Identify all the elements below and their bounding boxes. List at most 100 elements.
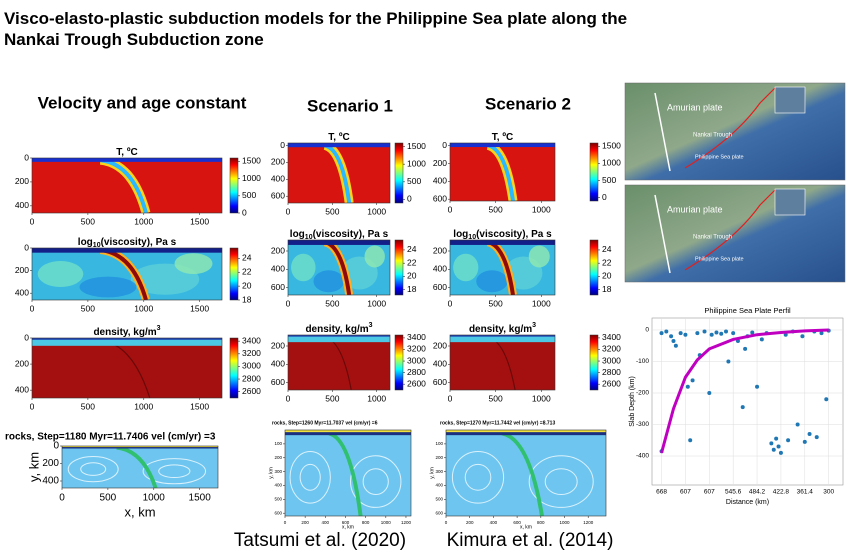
x-tick-label: 300 bbox=[823, 489, 834, 496]
x-tick-label: 0 bbox=[30, 303, 35, 313]
y-tick-label: -100 bbox=[636, 358, 649, 365]
title-sub: 10 bbox=[468, 234, 476, 241]
x-axis-label: x, km bbox=[342, 524, 354, 530]
x-tick-label: 500 bbox=[489, 393, 503, 403]
y-tick-label: 200 bbox=[271, 157, 285, 167]
plot-frame bbox=[449, 239, 556, 296]
x-tick-label: 1500 bbox=[190, 303, 209, 313]
plot-image bbox=[285, 430, 411, 516]
colorbar-label: 3000 bbox=[242, 361, 261, 371]
plot-image bbox=[32, 338, 222, 398]
streamline bbox=[289, 451, 331, 504]
y-tick-label: 200 bbox=[274, 455, 282, 460]
y-tick-label: -400 bbox=[636, 453, 649, 460]
point bbox=[695, 331, 700, 336]
streamline bbox=[544, 468, 578, 496]
y-tick-label: 200 bbox=[271, 245, 285, 255]
point bbox=[707, 390, 712, 395]
point bbox=[802, 439, 807, 444]
y-tick-label: 100 bbox=[435, 441, 443, 446]
panel-title: density, kg/m3 bbox=[305, 322, 372, 335]
x-tick-label: 422.8 bbox=[773, 489, 790, 496]
colorbar-label: 2800 bbox=[407, 367, 426, 377]
point bbox=[807, 431, 812, 436]
panel-title: density, kg/m3 bbox=[93, 325, 160, 338]
colorbar-label: 0 bbox=[602, 192, 607, 202]
colorbar-label: 18 bbox=[242, 294, 252, 304]
lithosphere bbox=[288, 240, 390, 245]
colorbar-label: 20 bbox=[242, 280, 252, 290]
point bbox=[673, 343, 678, 348]
x-axis-label: x, km bbox=[520, 524, 532, 530]
point bbox=[800, 334, 805, 339]
y-tick-label: 400 bbox=[15, 200, 29, 210]
title-sup: 3 bbox=[157, 325, 161, 332]
x-tick-label: 1000 bbox=[143, 493, 166, 504]
field bbox=[288, 335, 390, 390]
colorbar-label: 1500 bbox=[602, 141, 621, 151]
x-tick-label: 0 bbox=[30, 216, 35, 226]
point bbox=[664, 329, 669, 334]
sediment bbox=[62, 446, 218, 448]
plot-frame bbox=[31, 247, 223, 301]
x-tick-label: 484.2 bbox=[749, 489, 766, 496]
colorbar-label: 20 bbox=[602, 271, 612, 281]
title-sub: 10 bbox=[305, 234, 313, 241]
x-tick-label: 200 bbox=[301, 520, 309, 525]
plot-frame bbox=[284, 429, 412, 517]
y-tick-label: 0 bbox=[645, 327, 649, 334]
colorbar-label: 18 bbox=[602, 284, 612, 294]
x-tick-label: 600 bbox=[513, 520, 521, 525]
map-label: Nankai Trough bbox=[693, 235, 732, 241]
streamline bbox=[464, 463, 492, 491]
panel-title: log10(viscosity), Pa s bbox=[453, 229, 552, 241]
y-tick-label: 500 bbox=[274, 497, 282, 502]
plot-image bbox=[62, 446, 218, 488]
lithosphere bbox=[450, 143, 555, 148]
plot-frame bbox=[445, 429, 607, 517]
x-tick-label: 1500 bbox=[190, 401, 209, 411]
point bbox=[685, 384, 690, 389]
y-tick-label: 600 bbox=[271, 377, 285, 387]
point bbox=[795, 422, 800, 427]
profile-line bbox=[654, 92, 671, 172]
viscosity-blob bbox=[291, 253, 316, 282]
point bbox=[671, 339, 676, 344]
streamline bbox=[158, 464, 191, 479]
plot-image bbox=[288, 335, 390, 390]
title-text: T, ºC bbox=[492, 132, 513, 143]
map-label: Amurian plate bbox=[667, 204, 723, 214]
x-tick-label: 600 bbox=[342, 520, 350, 525]
streamline bbox=[299, 463, 321, 491]
y-axis-label: Slab Depth (km) bbox=[629, 376, 636, 427]
streamline bbox=[142, 458, 207, 485]
lithosphere bbox=[32, 158, 222, 162]
y-tick-label: 200 bbox=[271, 340, 285, 350]
colorbar-label: 500 bbox=[242, 190, 256, 200]
point bbox=[690, 378, 695, 383]
chart-title: Philippine Sea Plate Perfil bbox=[704, 306, 791, 315]
lithosphere bbox=[32, 248, 222, 253]
plot-image bbox=[450, 335, 555, 390]
y-tick-label: 600 bbox=[271, 282, 285, 292]
point bbox=[743, 346, 748, 351]
colorbar-label: 2600 bbox=[602, 378, 621, 388]
caption: Tatsumi et al. (2020) bbox=[234, 530, 406, 551]
point bbox=[774, 436, 779, 441]
point bbox=[683, 332, 688, 337]
x-tick-label: 0 bbox=[284, 520, 287, 525]
colorbar bbox=[394, 239, 404, 296]
title-text: density, kg/m bbox=[469, 324, 532, 335]
x-tick-label: 400 bbox=[322, 520, 330, 525]
point bbox=[824, 397, 829, 402]
colorbar bbox=[229, 157, 239, 214]
x-tick-label: 200 bbox=[466, 520, 474, 525]
map-label: Nankai Trough bbox=[693, 133, 732, 139]
point bbox=[750, 330, 755, 335]
streamline bbox=[67, 456, 119, 483]
y-tick-label: 400 bbox=[435, 483, 443, 488]
streamline bbox=[362, 468, 389, 496]
x-tick-label: 1500 bbox=[189, 493, 212, 504]
x-tick-label: 0 bbox=[286, 298, 291, 308]
panel-title: T, ºC bbox=[328, 132, 349, 143]
